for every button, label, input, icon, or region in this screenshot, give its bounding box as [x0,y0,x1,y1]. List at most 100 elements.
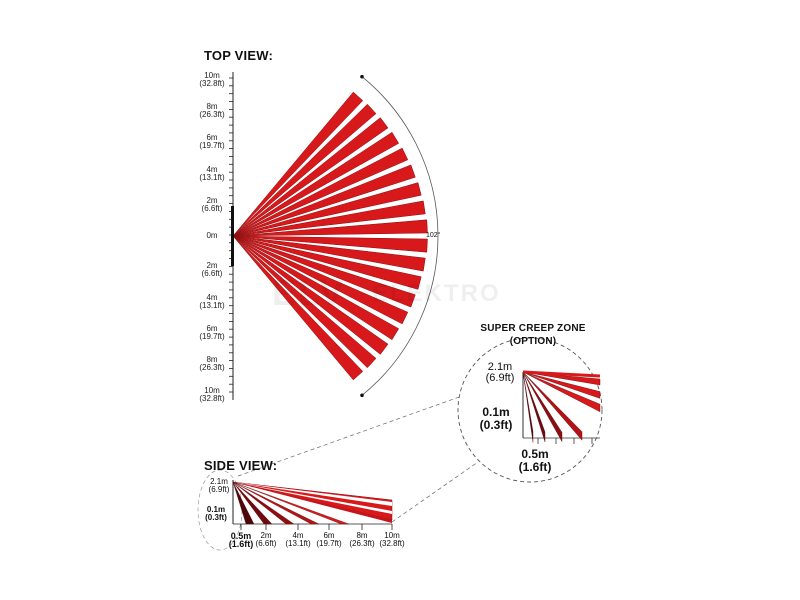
scale-label: 4m (13.1ft) [192,166,232,182]
side-distance-label: 8m (26.3ft) [345,532,379,548]
top-beam [232,91,364,237]
side-distance-meters: 2m [260,531,272,540]
super-creep-title: SUPER CREEP ZONE (OPTION) [478,322,588,348]
zoom-height-m: 2.1m [487,361,513,373]
angle-arc [361,76,439,396]
top-view-beams [232,91,428,381]
top-beam [232,131,400,237]
side-distance-feet: (1.6ft) [228,539,254,549]
side-beam-gap [233,482,392,506]
side-distance-feet: (6.6ft) [255,539,277,548]
scale-label: 8m (26.3ft) [192,356,232,372]
top-beam [232,235,377,369]
scale-label-meters: 6m [206,324,218,333]
side-distance-meters: 4m [292,531,304,540]
top-beam [232,164,416,237]
zoom-beam [522,371,534,443]
watermark-line2: ELEKTRO [372,280,501,307]
zoom-low-m: 0.1m [482,405,510,419]
zoom-beam [522,371,563,443]
zoom-dist-label: 0.5m (1.6ft) [512,448,558,474]
zoom-top-beam [522,370,601,378]
side-floor-beam [232,481,320,525]
scale-label: 8m (26.3ft) [192,103,232,119]
top-beam [232,219,428,237]
top-beam [232,235,389,355]
scale-label: 2m (6.6ft) [192,262,232,278]
top-beam [232,235,409,325]
side-distance-label: 10m (32.8ft) [375,532,409,548]
arc-end-marker [360,393,364,398]
side-distance-label: 4m (13.1ft) [281,532,315,548]
scale-label-feet: (6.6ft) [201,269,223,278]
scale-label-meters: 4m [206,165,218,174]
side-distance-label: 6m (19.7ft) [312,532,346,548]
scale-label-meters: 6m [206,133,218,142]
top-beam [232,235,364,381]
side-height-m: 2.1m [210,477,228,486]
arc-end-marker [360,74,364,79]
top-beam [232,235,416,308]
side-height-ft: (6.9ft) [208,485,230,494]
zoom-height-label: 2.1m (6.9ft) [472,362,528,384]
side-floor-beam [232,481,255,525]
scale-label-feet: (13.1ft) [199,173,225,182]
scale-label-feet: (26.3ft) [199,363,225,372]
scale-label-meters: 10m [204,386,220,395]
zoom-height-ft: (6.9ft) [485,372,515,384]
scale-label: 6m (19.7ft) [192,134,232,150]
zoom-beam [522,371,601,399]
scale-label: 10m (32.8ft) [192,72,232,88]
zoom-dist-m: 0.5m [521,447,549,461]
top-beam [232,235,422,290]
top-view-scale [229,72,234,400]
top-beam [232,235,400,341]
top-view-angle-arc [360,74,439,398]
zoom-beam [522,371,546,443]
side-distance-feet: (26.3ft) [349,539,375,548]
side-distance-label: 0.5m (1.6ft) [224,531,258,549]
side-long-beam [233,482,392,523]
top-beam [232,182,422,237]
scale-label-meters: 4m [206,293,218,302]
scale-label-feet: (6.6ft) [201,204,223,213]
side-distance-meters: 8m [356,531,368,540]
super-creep-title-line1: SUPER CREEP ZONE [480,323,586,334]
scale-label-feet: (26.3ft) [199,110,225,119]
scale-label-feet: (19.7ft) [199,141,225,150]
scale-label: 2m (6.6ft) [192,197,232,213]
scale-label-feet: (32.8ft) [199,79,225,88]
side-floor-beam [232,481,350,525]
scale-label-meters: 2m [206,196,218,205]
scale-label: 0m [192,232,232,240]
top-beam [232,103,377,237]
side-distance-feet: (13.1ft) [285,539,311,548]
scale-label: 10m (32.8ft) [192,387,232,403]
side-distance-feet: (32.8ft) [379,539,405,548]
scale-label-meters: 2m [206,261,218,270]
side-distance-feet: (19.7ft) [316,539,342,548]
leader-line [237,395,463,477]
super-creep-zoom [197,337,603,551]
leader-line [391,461,479,523]
scale-label-meters: 0m [206,231,218,240]
scale-label-feet: (13.1ft) [199,301,225,310]
side-low-label: 0.1m (0.3ft) [200,506,232,522]
watermark-line1: ELV [272,272,346,313]
scale-label-meters: 8m [206,102,218,111]
top-beam [232,117,389,237]
side-height-label: 2.1m (6.9ft) [204,478,234,494]
scale-label-meters: 8m [206,355,218,364]
side-view-beams [232,480,393,530]
top-beam [232,200,426,237]
side-distance-meters: 0.5m [230,531,252,541]
side-distance-meters: 10m [384,531,400,540]
scale-label: 4m (13.1ft) [192,294,232,310]
zoom-beam [522,371,601,413]
side-distance-label: 2m (6.6ft) [249,532,283,548]
sensor-marker [231,206,234,266]
zoom-beam [522,371,583,441]
side-beam-gap [233,482,392,514]
side-distance-meters: 6m [323,531,335,540]
